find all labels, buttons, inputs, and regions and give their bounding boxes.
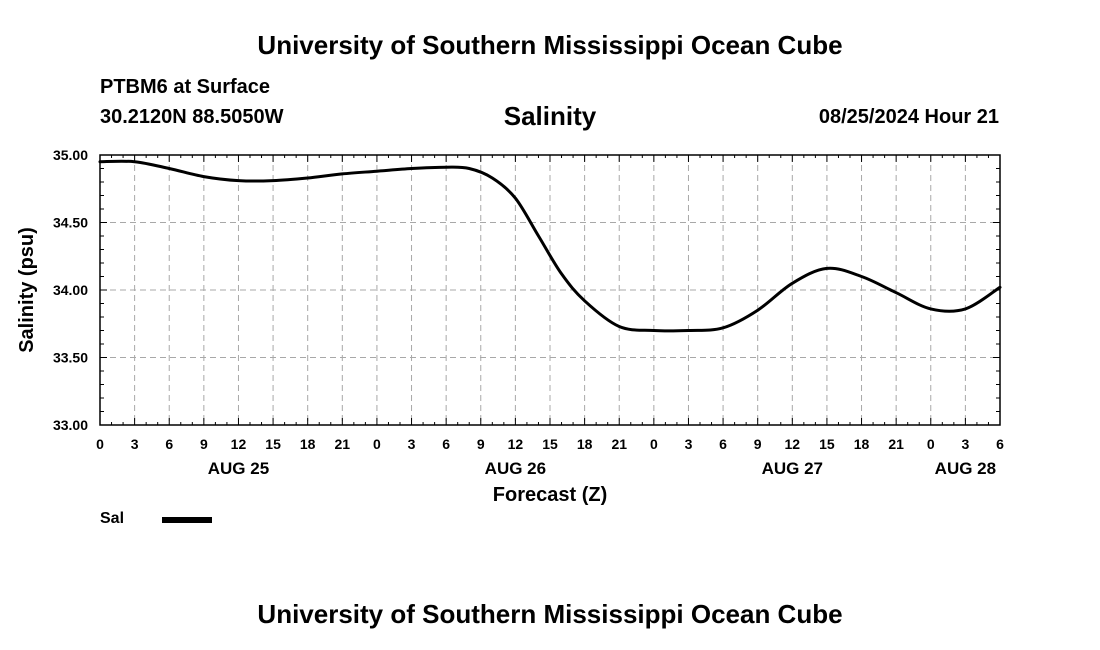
day-label: AUG 25 [208, 459, 269, 478]
x-tick-label: 0 [96, 436, 104, 452]
x-tick-label: 6 [442, 436, 450, 452]
x-tick-label: 18 [577, 436, 593, 452]
top-title: University of Southern Mississippi Ocean… [257, 30, 843, 60]
y-tick-label: 35.00 [53, 147, 88, 163]
day-label: AUG 28 [935, 459, 996, 478]
x-tick-label: 6 [719, 436, 727, 452]
x-tick-label: 3 [961, 436, 969, 452]
y-axis-title: Salinity (psu) [16, 227, 38, 353]
x-tick-label: 12 [231, 436, 247, 452]
x-tick-label: 21 [888, 436, 904, 452]
axis-labels: 0 3 6 9 12 15 18 21 0 3 6 9 12 15 18 21 0 3 6 9 12 15 18 21 0 3 6 3… [53, 147, 1004, 478]
y-tick-label: 34.50 [53, 215, 88, 231]
station-name: PTBM6 at Surface [100, 76, 271, 98]
x-tick-label: 3 [685, 436, 693, 452]
x-tick-label: 21 [611, 436, 627, 452]
x-tick-label: 18 [300, 436, 316, 452]
legend-label: Sal [100, 510, 125, 527]
x-tick-label: 9 [754, 436, 762, 452]
day-label: AUG 26 [485, 459, 546, 478]
x-axis-title: Forecast (Z) [493, 484, 607, 506]
day-label: AUG 27 [762, 459, 823, 478]
x-tick-label: 21 [335, 436, 351, 452]
chart-title: Salinity [503, 101, 597, 131]
x-tick-label: 15 [819, 436, 835, 452]
y-tick-label: 34.00 [53, 282, 88, 298]
station-coordinates: 30.2120N 88.5050W [100, 106, 284, 128]
x-tick-label: 3 [131, 436, 139, 452]
x-tick-label: 9 [477, 436, 485, 452]
x-tick-label: 9 [200, 436, 208, 452]
forecast-datetime: 08/25/2024 Hour 21 [818, 106, 999, 128]
y-tick-label: 33.50 [53, 350, 88, 366]
x-tick-label: 15 [265, 436, 281, 452]
x-tick-label: 0 [373, 436, 381, 452]
y-tick-label: 33.00 [53, 417, 88, 433]
x-tick-label: 12 [508, 436, 524, 452]
plot-frame [99, 154, 1001, 426]
salinity-series-line [98, 159, 1002, 333]
grid [100, 154, 1000, 425]
x-tick-label: 6 [165, 436, 173, 452]
x-tick-label: 12 [785, 436, 801, 452]
x-tick-label: 15 [542, 436, 558, 452]
x-tick-label: 0 [650, 436, 658, 452]
legend-swatch [162, 517, 212, 523]
bottom-title: University of Southern Mississippi Ocean… [257, 599, 843, 629]
x-tick-label: 3 [408, 436, 416, 452]
x-tick-label: 0 [927, 436, 935, 452]
x-tick-label: 6 [996, 436, 1004, 452]
x-tick-label: 18 [854, 436, 870, 452]
